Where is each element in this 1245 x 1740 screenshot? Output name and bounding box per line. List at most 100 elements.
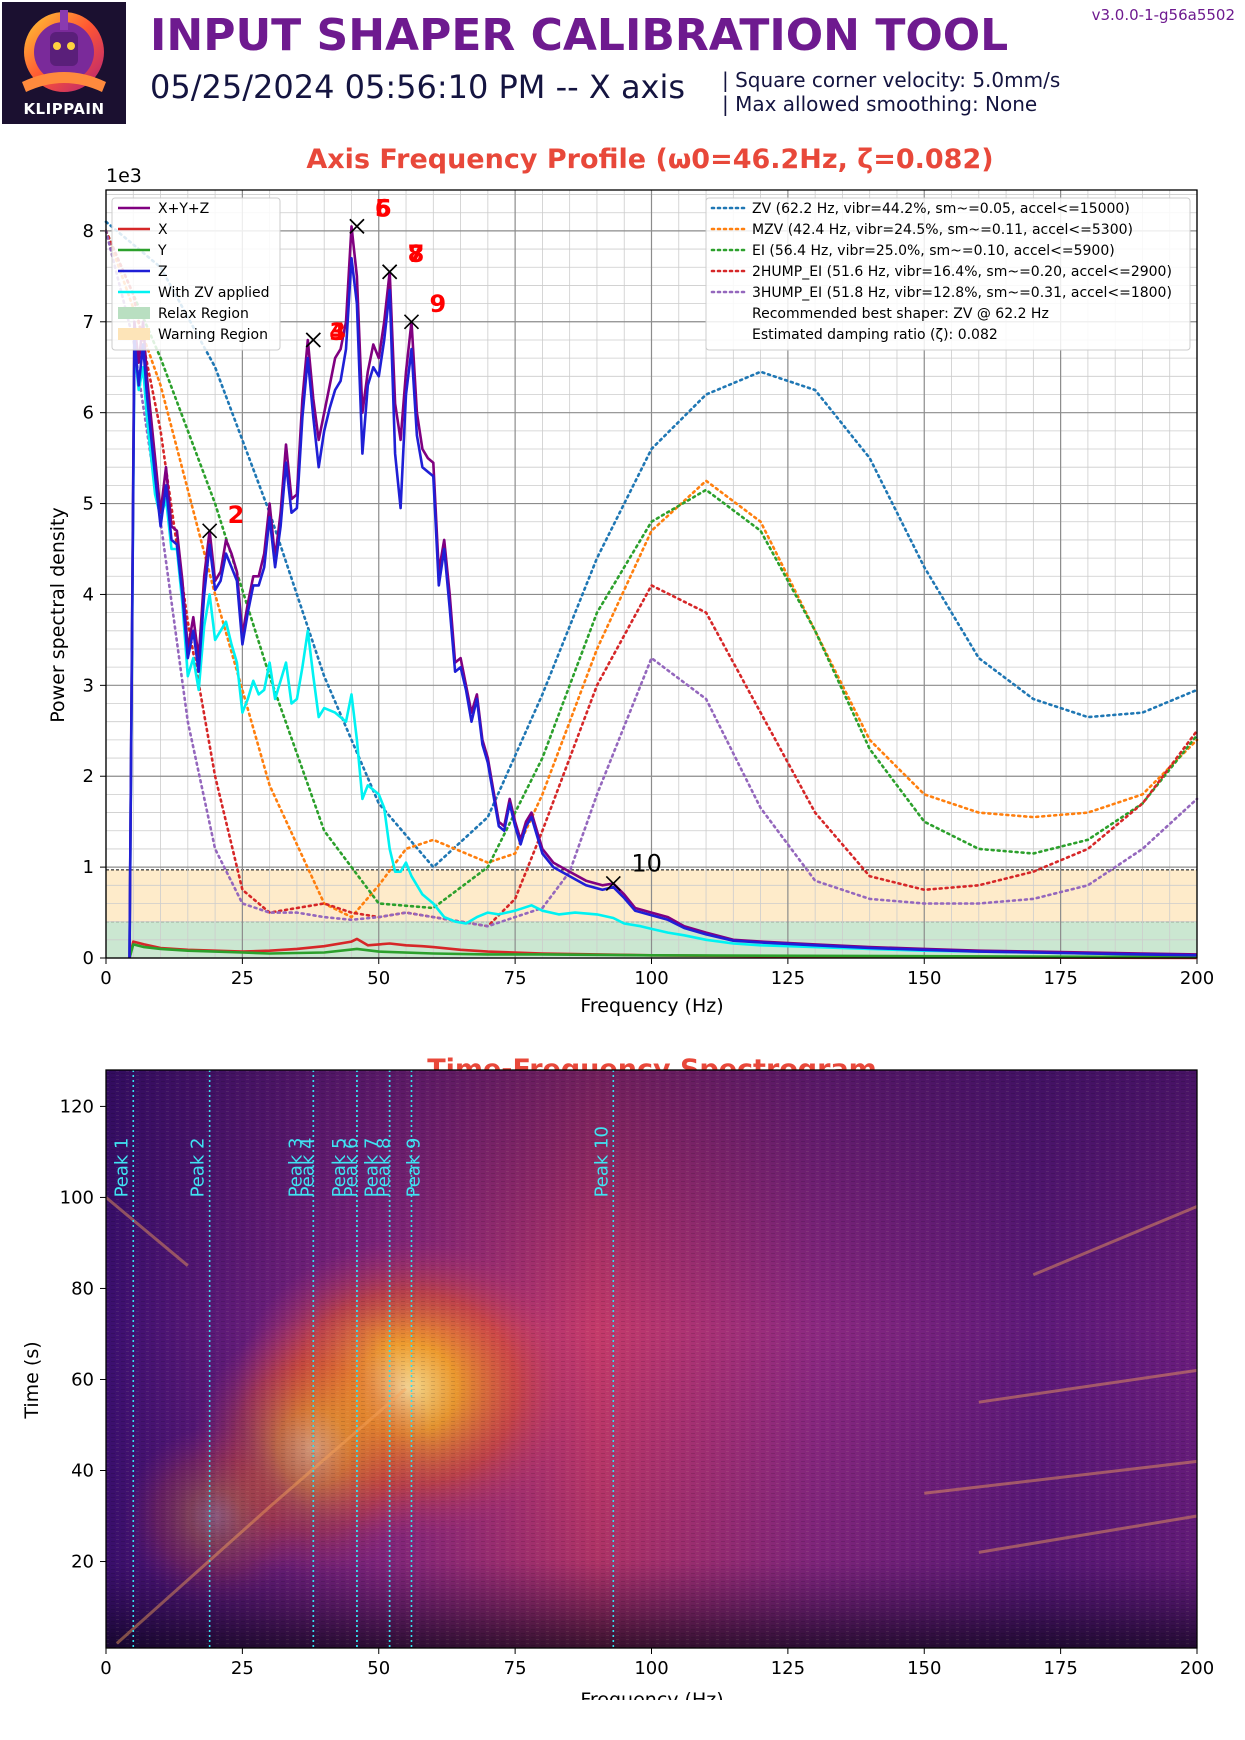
peak-marker — [382, 264, 398, 280]
x-tick-label: 100 — [634, 1658, 668, 1679]
y-tick-label: 4 — [83, 584, 94, 605]
report-header: KLIPPAIN INPUT SHAPER CALIBRATION TOOL 0… — [0, 0, 1245, 130]
peak-marker — [305, 332, 321, 348]
legend-entry: X+Y+Z — [158, 201, 209, 217]
x-tick-label: 100 — [634, 968, 668, 989]
x-tick-label: 200 — [1180, 1658, 1214, 1679]
y-tick-label: 80 — [71, 1278, 94, 1299]
page-subtitle: 05/25/2024 05:56:10 PM -- X axis — [150, 68, 686, 106]
shaper-curve-1 — [104, 229, 1199, 919]
shaper-curve-0 — [104, 220, 1199, 869]
plot-frame — [105, 189, 1198, 959]
spectrogram-x-axis-label: Frequency (Hz) — [580, 1689, 723, 1700]
peak-line-label: Peak 6 — [341, 1138, 362, 1198]
peak-marker — [403, 314, 420, 330]
psd-series-3 — [128, 256, 1198, 959]
shaper-curve-3 — [104, 229, 1199, 928]
peak-line-label: Peak 8 — [374, 1138, 395, 1198]
psd-series-4 — [128, 347, 1198, 959]
chart-title: Axis Frequency Profile (ω0=46.2Hz, ζ=0.0… — [306, 144, 993, 175]
psd-series-2 — [128, 943, 1198, 959]
axis-frequency-profile-chart: Axis Frequency Profile (ω0=46.2Hz, ζ=0.0… — [47, 144, 1214, 1017]
x-tick-label: 75 — [504, 1658, 527, 1679]
legend-entry: Y — [157, 243, 167, 259]
legend-entry: X — [158, 222, 168, 238]
y-tick-label: 8 — [83, 221, 94, 242]
peak-label-6: 6 — [375, 194, 392, 222]
legend-entry: 3HUMP_EI (51.8 Hz, vibr=12.8%, sm~=0.31,… — [752, 285, 1172, 301]
harmonic-streak — [115, 1387, 407, 1645]
x-tick-label: 25 — [231, 1658, 254, 1679]
harmonic-streak — [978, 1514, 1198, 1554]
x-tick-label: 25 — [231, 968, 254, 989]
legend-right: ZV (62.2 Hz, vibr=44.2%, sm~=0.05, accel… — [705, 197, 1191, 351]
legend-left: X+Y+Z XYZ With ZV applied Relax Region Warni… — [111, 197, 281, 351]
peak-label-5: 5 — [375, 194, 392, 222]
y-tick-label: 120 — [60, 1096, 94, 1117]
version-label: v3.0.0-1-g56a5502 — [1091, 6, 1235, 24]
shaper-curve-4 — [104, 229, 1199, 928]
harmonic-streak — [1032, 1205, 1198, 1277]
x-tick-label: 200 — [1180, 968, 1214, 989]
shaper-curve-2 — [104, 229, 1199, 910]
square-corner-velocity: | Square corner velocity: 5.0mm/s — [722, 68, 1061, 92]
legend-entry: ZV (62.2 Hz, vibr=44.2%, sm~=0.05, accel… — [752, 201, 1130, 217]
legend-entry: Relax Region — [158, 306, 249, 322]
peak-label-7: 7 — [408, 240, 425, 268]
peak-line-label: Peak 2 — [188, 1138, 209, 1198]
peak-line-label: Peak 1 — [111, 1138, 132, 1198]
legend-swatch — [118, 307, 150, 319]
peak-marker — [605, 875, 621, 892]
harmonic-streak — [978, 1368, 1198, 1404]
harmonic-streak — [924, 1459, 1198, 1495]
peak-line-label: Peak 3 — [285, 1138, 306, 1198]
legend-note-0: Recommended best shaper: ZV @ 62.2 Hz — [752, 306, 1049, 322]
calibration-parameters: | Square corner velocity: 5.0mm/s | Max … — [722, 68, 1060, 116]
klippain-mascot-icon — [22, 10, 106, 92]
legend-entry: MZV (42.4 Hz, vibr=24.5%, sm~=0.11, acce… — [752, 222, 1133, 238]
peak-line-label: Peak 7 — [362, 1138, 383, 1198]
y-axis-label: Power spectral density — [47, 507, 69, 722]
legend-entry: Z — [158, 264, 168, 280]
legend-right-box — [705, 197, 1191, 351]
x-tick-label: 0 — [100, 968, 111, 989]
legend-entry: 2HUMP_EI (51.6 Hz, vibr=16.4%, sm~=0.20,… — [752, 264, 1172, 280]
legend-entry: Warning Region — [158, 327, 268, 343]
legend-entry: With ZV applied — [158, 285, 270, 301]
y-tick-label: 1 — [83, 857, 94, 878]
logo-text: KLIPPAIN — [23, 100, 105, 118]
x-tick-label: 175 — [1043, 968, 1077, 989]
peak-label-8: 8 — [408, 240, 425, 268]
y-tick-label: 20 — [71, 1552, 94, 1573]
peak-label-2: 2 — [228, 501, 245, 529]
peak-marker — [349, 218, 365, 234]
peak-label-4: 4 — [329, 318, 346, 346]
y-tick-label: 7 — [83, 312, 94, 333]
peak-label-3: 3 — [329, 318, 346, 346]
x-tick-label: 75 — [504, 968, 527, 989]
x-tick-label: 0 — [100, 1658, 111, 1679]
x-tick-label: 50 — [367, 968, 390, 989]
y-axis-multiplier: 1e3 — [106, 165, 142, 187]
x-tick-label: 50 — [367, 1658, 390, 1679]
y-tick-label: 2 — [83, 766, 94, 787]
y-tick-label: 0 — [83, 948, 94, 969]
x-tick-label: 150 — [907, 968, 941, 989]
peak-marker — [202, 523, 218, 539]
peak-label-10: 10 — [631, 849, 662, 877]
spectrogram-y-axis-label: Time (s) — [21, 1341, 43, 1419]
klippain-logo: KLIPPAIN — [2, 2, 126, 124]
y-tick-label: 5 — [83, 494, 94, 515]
peak-line-label: Peak 9 — [403, 1138, 424, 1198]
x-tick-label: 175 — [1043, 1658, 1077, 1679]
x-tick-label: 150 — [907, 1658, 941, 1679]
harmonic-streak — [105, 1196, 189, 1267]
page-title: INPUT SHAPER CALIBRATION TOOL — [150, 10, 1009, 61]
peak-line-label: Peak 4 — [297, 1138, 318, 1198]
legend-entry: EI (56.4 Hz, vibr=25.0%, sm~=0.10, accel… — [752, 243, 1115, 259]
peak-label-9: 9 — [429, 290, 446, 318]
legend-note-1: Estimated damping ratio (ζ): 0.082 — [752, 327, 998, 343]
legend-swatch — [118, 328, 150, 340]
y-tick-label: 3 — [83, 675, 94, 696]
